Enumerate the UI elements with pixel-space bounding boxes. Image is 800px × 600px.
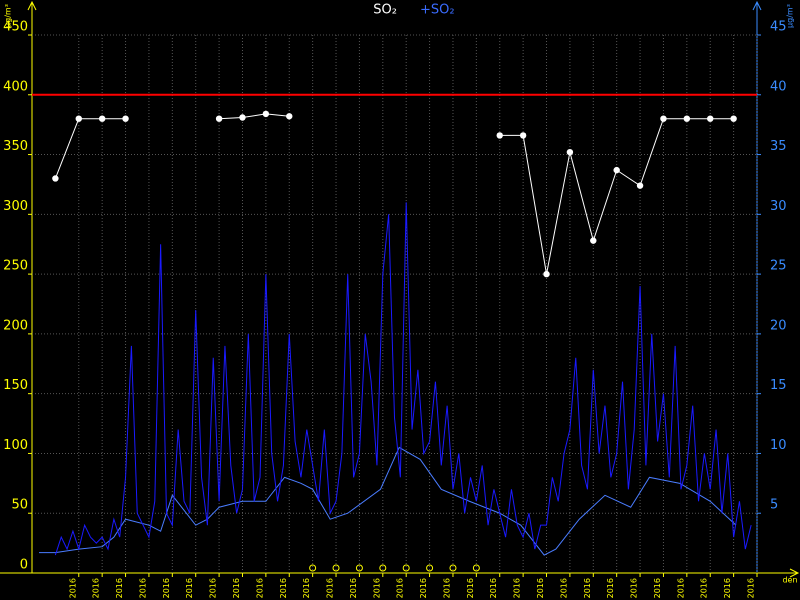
- x-tick-label: 26.3. 2016: [185, 578, 194, 600]
- y-tick-label: 400: [3, 79, 28, 94]
- x-tick-label: 22.3. 2016: [92, 578, 101, 600]
- y-tick-label: 150: [3, 378, 28, 393]
- y2-tick-label: 10: [770, 438, 787, 453]
- x-tick-label: 11.4. 2016: [559, 578, 568, 600]
- x-tick-label: 23.3. 2016: [115, 578, 124, 600]
- legend-entry: +SO₂: [420, 3, 455, 18]
- data-point: [239, 114, 246, 121]
- data-point: [519, 132, 527, 139]
- x-axis-unit: den: [782, 576, 797, 585]
- data-point: [75, 115, 82, 122]
- x-tick-label: 18.4. 2016: [723, 578, 732, 600]
- x-tick-label: 5.4. 2016: [419, 578, 428, 600]
- x-tick-label: 4.4. 2016: [396, 578, 405, 600]
- y-tick-label: 450: [3, 20, 28, 35]
- x-tick-label: 27.3. 2016: [209, 578, 218, 600]
- axis-arrow: [27, 0, 37, 11]
- y2-tick-label: 5: [770, 498, 778, 513]
- data-point: [543, 270, 550, 278]
- axis-arrow: [789, 568, 800, 578]
- y2-tick-label: 20: [770, 318, 787, 333]
- data-point: [122, 115, 129, 122]
- data-point: [613, 166, 620, 174]
- x-tick-label: 16.4. 2016: [676, 578, 685, 600]
- data-point: [496, 132, 503, 139]
- y-tick-label: 0: [20, 558, 28, 573]
- x-tick-label: 12.4. 2016: [583, 578, 592, 600]
- day-marker: [426, 564, 434, 572]
- y2-tick-label: 25: [770, 259, 787, 274]
- y-tick-label: 50: [11, 498, 28, 513]
- x-tick-label: 25.3. 2016: [162, 578, 171, 600]
- day-marker: [309, 564, 317, 572]
- x-tick-label: 24.3. 2016: [138, 578, 147, 600]
- x-tick-label: 10.4. 2016: [536, 578, 545, 600]
- y2-tick-label: 35: [770, 139, 787, 154]
- series-line: [54, 202, 752, 556]
- day-marker: [472, 564, 480, 572]
- x-tick-label: 8.4. 2016: [489, 578, 498, 600]
- legend-entry: SO₂: [373, 3, 397, 18]
- x-tick-label: 3.4. 2016: [372, 578, 381, 600]
- x-tick-label: 13.4. 2016: [606, 578, 615, 600]
- data-point: [683, 115, 691, 122]
- y-tick-label: 200: [3, 318, 28, 333]
- data-point: [286, 113, 293, 120]
- day-marker: [332, 564, 340, 572]
- x-tick-label: 6.4. 2016: [442, 578, 451, 600]
- x-tick-label: 21.3. 2016: [68, 578, 77, 600]
- data-point: [636, 182, 644, 189]
- day-marker: [402, 564, 410, 572]
- x-tick-label: 1.4. 2016: [326, 578, 335, 600]
- x-tick-label: 28.3. 2016: [232, 578, 241, 600]
- y-tick-label: 350: [3, 139, 28, 154]
- y-tick-label: 300: [3, 199, 28, 214]
- y2-tick-label: 40: [770, 79, 787, 94]
- data-point: [566, 148, 574, 156]
- y-tick-label: 250: [3, 259, 28, 274]
- x-tick-label: 29.3. 2016: [255, 578, 264, 600]
- data-point: [215, 115, 223, 122]
- series-line: [39, 446, 737, 556]
- data-point: [590, 237, 597, 244]
- y2-tick-label: 45: [770, 20, 787, 35]
- y2-tick-label: 15: [770, 378, 787, 393]
- x-tick-label: 17.4. 2016: [700, 578, 709, 600]
- x-tick-label: 7.4. 2016: [466, 578, 475, 600]
- axis-arrow: [752, 0, 762, 11]
- data-point: [730, 115, 737, 122]
- day-marker: [355, 564, 363, 572]
- data-point: [52, 175, 59, 182]
- data-point: [660, 115, 667, 122]
- x-tick-label: 15.4. 2016: [653, 578, 662, 600]
- data-point: [98, 115, 106, 122]
- day-marker: [379, 564, 387, 572]
- y2-axis-unit: µg/m³: [786, 4, 795, 28]
- data-point: [707, 115, 714, 122]
- x-tick-label: 31.3. 2016: [302, 578, 311, 600]
- y2-tick-label: 30: [770, 199, 787, 214]
- x-tick-label: 30.3. 2016: [279, 578, 288, 600]
- y-axis-unit: µg/m³: [4, 4, 13, 28]
- x-tick-label: 19.4. 2016: [747, 578, 756, 600]
- x-tick-label: 14.4. 2016: [630, 578, 639, 600]
- data-point: [262, 110, 270, 118]
- day-marker: [449, 564, 457, 572]
- x-tick-label: 9.4. 2016: [513, 578, 522, 600]
- x-tick-label: 2.4. 2016: [349, 578, 358, 600]
- y-tick-label: 100: [3, 438, 28, 453]
